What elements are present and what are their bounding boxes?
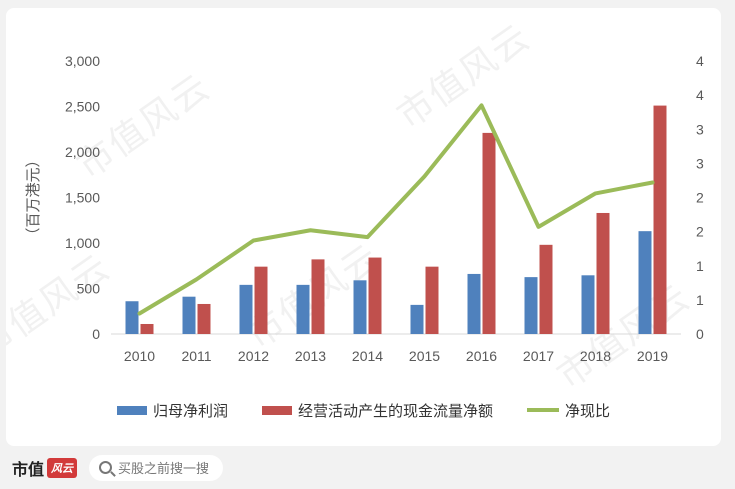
y-tick-label: 3,000 <box>65 53 100 69</box>
bar-net-profit <box>410 304 424 334</box>
combo-chart: 0 500 1,000 1,500 2,000 2,500 3,000 0 1 1 2 2 3 3 4 4 （百… <box>24 53 704 364</box>
y-tick-label: 2,000 <box>65 144 100 160</box>
search-box[interactable]: 买股之前搜一搜 <box>89 454 224 481</box>
bar-operating-cash-flow <box>425 266 439 334</box>
bar-net-profit <box>182 296 196 334</box>
bar-operating-cash-flow <box>482 132 496 334</box>
footer-bar: 市值 风云 买股之前搜一搜 <box>0 446 735 489</box>
bar-net-profit <box>638 231 652 334</box>
y-tick-label: 500 <box>77 281 101 297</box>
y2-tick-label: 1 <box>696 258 704 274</box>
bar-operating-cash-flow <box>311 259 325 334</box>
y-tick-label: 0 <box>92 326 100 342</box>
y-tick-label: 1,000 <box>65 235 100 251</box>
y2-tick-label: 1 <box>696 292 704 308</box>
y-axis-title: （百万港元） <box>24 152 42 242</box>
line-cash-ratio <box>137 103 655 316</box>
bar-net-profit <box>581 275 595 334</box>
bar-operating-cash-flow <box>197 303 211 334</box>
legend-label: 经营活动产生的现金流量净额 <box>297 402 493 420</box>
bar-net-profit <box>353 280 367 334</box>
bar-net-profit <box>467 273 481 334</box>
y2-tick-label: 3 <box>696 121 704 137</box>
x-tick-label: 2013 <box>295 348 326 364</box>
bar-net-profit <box>239 284 253 334</box>
bar-operating-cash-flow <box>539 244 553 334</box>
bar-net-profit <box>125 301 139 334</box>
x-tick-label: 2017 <box>523 348 554 364</box>
search-icon <box>99 461 113 474</box>
legend-label: 净现比 <box>565 402 611 420</box>
chart-card: 市值风云 市值风云 市值风云 市值风云 市值风云 05001,0001,5002… <box>6 8 721 446</box>
x-tick-label: 2018 <box>580 348 611 364</box>
legend-item: 经营活动产生的现金流量净额 <box>261 400 493 421</box>
bar-net-profit <box>296 284 310 334</box>
bar-operating-cash-flow <box>140 323 154 334</box>
y-tick-label: 2,500 <box>65 99 100 115</box>
brand-text: 市值 <box>12 461 45 479</box>
x-tick-label: 2016 <box>466 348 497 364</box>
x-tick-label: 2014 <box>352 348 383 364</box>
x-tick-label: 2015 <box>409 348 440 364</box>
legend-swatch-bar-blue <box>116 405 147 415</box>
search-placeholder: 买股之前搜一搜 <box>118 461 210 476</box>
x-tick-label: 2012 <box>238 348 269 364</box>
y2-tick-label: 2 <box>696 190 704 206</box>
brand-mark: 风云 <box>47 457 78 478</box>
legend-swatch-bar-red <box>261 405 292 415</box>
bar-net-profit <box>524 277 538 334</box>
legend-swatch-line-green <box>527 408 559 412</box>
x-tick-label: 2011 <box>181 348 211 364</box>
x-tick-label: 2010 <box>124 348 155 364</box>
y2-tick-label: 2 <box>696 224 704 240</box>
legend-label: 归母净利润 <box>152 402 228 420</box>
y2-tick-label: 0 <box>696 326 704 342</box>
y2-tick-label: 3 <box>696 155 704 171</box>
y-tick-label: 1,500 <box>65 190 100 206</box>
x-tick-label: 2019 <box>637 348 668 364</box>
bar-operating-cash-flow <box>254 266 268 334</box>
legend-item: 归母净利润 <box>116 400 228 421</box>
brand-logo[interactable]: 市值 风云 <box>12 456 78 480</box>
y2-tick-label: 4 <box>696 53 704 69</box>
chart-legend: 归母净利润 经营活动产生的现金流量净额 净现比 <box>6 398 721 422</box>
y2-tick-label: 4 <box>696 87 704 103</box>
bar-operating-cash-flow <box>653 105 667 334</box>
legend-item: 净现比 <box>527 400 610 421</box>
bar-operating-cash-flow <box>368 257 382 334</box>
bar-operating-cash-flow <box>596 212 610 334</box>
